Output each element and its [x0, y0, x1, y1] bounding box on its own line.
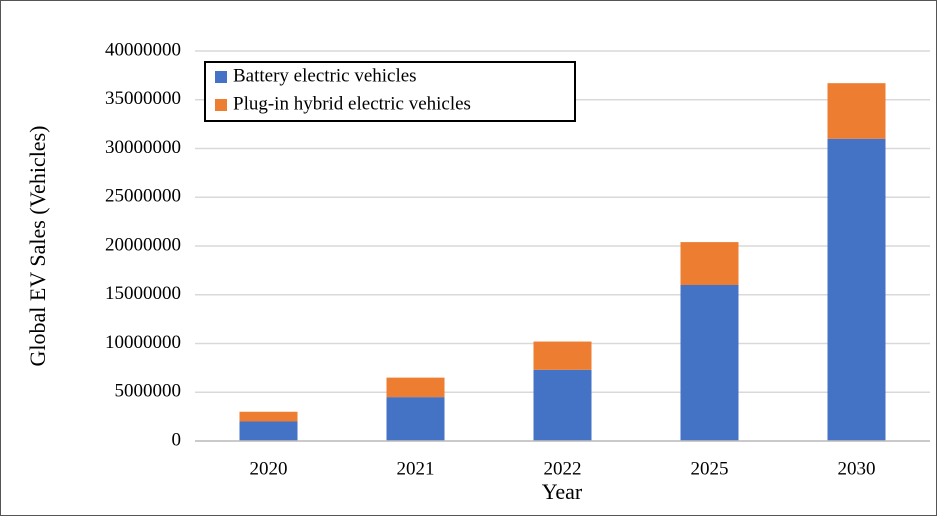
bar-segment	[827, 138, 886, 441]
y-tick-label: 35000000	[105, 88, 181, 109]
x-tick-label: 2020	[250, 458, 288, 479]
y-tick-label: 30000000	[105, 137, 181, 158]
bar-segment	[680, 242, 739, 285]
y-tick-label: 0	[172, 429, 182, 450]
bar-segment	[239, 411, 298, 422]
bar-segment	[680, 285, 739, 441]
y-tick-label: 40000000	[105, 39, 181, 60]
y-tick-label: 25000000	[105, 186, 181, 207]
bar-segment	[386, 397, 445, 441]
bar-segment	[533, 369, 592, 441]
y-axis-title: Global EV Sales (Vehicles)	[25, 126, 50, 367]
bar-segment	[827, 83, 886, 139]
legend-box	[204, 61, 576, 122]
y-tick-label: 10000000	[105, 332, 181, 353]
bar-segment	[386, 377, 445, 398]
x-tick-label: 2025	[691, 458, 729, 479]
legend-label: Plug-in hybrid electric vehicles	[233, 93, 471, 114]
y-tick-label: 5000000	[115, 381, 182, 402]
x-tick-label: 2021	[397, 458, 435, 479]
x-tick-label: 2022	[544, 458, 582, 479]
y-tick-label: 20000000	[105, 234, 181, 255]
legend-swatch	[215, 99, 227, 111]
bar-segment	[533, 341, 592, 370]
legend-swatch	[215, 71, 227, 83]
legend-label: Battery electric vehicles	[233, 65, 417, 86]
y-tick-label: 15000000	[105, 283, 181, 304]
x-tick-label: 2030	[838, 458, 876, 479]
bar-segment	[239, 421, 298, 441]
x-axis-title: Year	[542, 479, 583, 504]
